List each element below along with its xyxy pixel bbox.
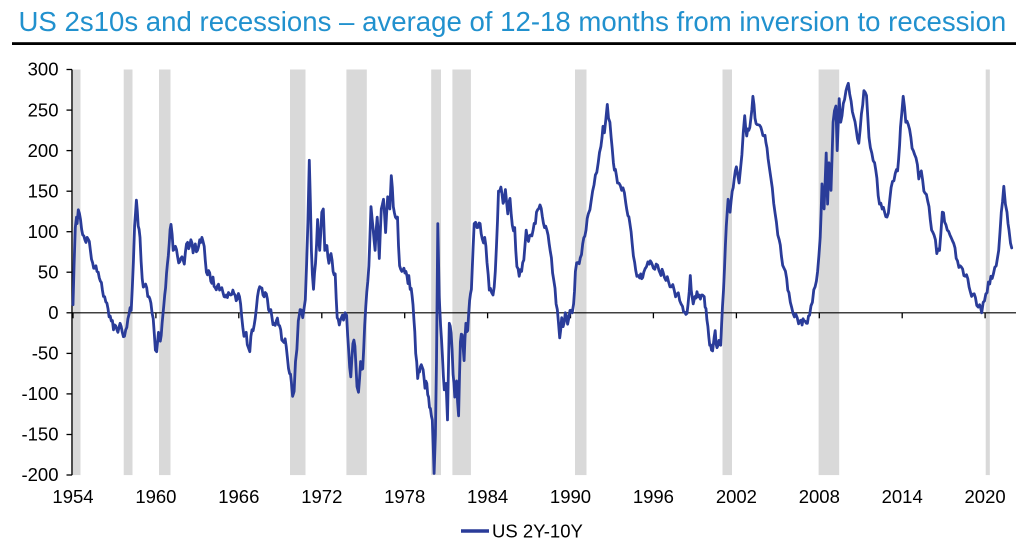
svg-text:300: 300 [28,59,59,80]
svg-text:-200: -200 [21,464,58,485]
svg-text:-150: -150 [21,424,58,445]
svg-text:150: 150 [28,180,59,201]
svg-text:1972: 1972 [301,486,342,507]
svg-text:2002: 2002 [716,486,757,507]
svg-text:250: 250 [28,99,59,120]
svg-text:-100: -100 [21,383,58,404]
svg-text:2020: 2020 [965,486,1006,507]
svg-text:1966: 1966 [218,486,259,507]
svg-text:US 2Y-10Y: US 2Y-10Y [492,521,583,542]
svg-text:-50: -50 [32,343,59,364]
svg-text:1990: 1990 [550,486,591,507]
svg-text:US 2s10s and recessions – aver: US 2s10s and recessions – average of 12-… [19,6,1007,37]
svg-text:1954: 1954 [52,486,93,507]
svg-text:50: 50 [38,261,59,282]
svg-text:100: 100 [28,221,59,242]
svg-text:1978: 1978 [384,486,425,507]
svg-text:0: 0 [48,302,58,323]
svg-text:1960: 1960 [135,486,176,507]
svg-text:2008: 2008 [799,486,840,507]
svg-text:200: 200 [28,140,59,161]
svg-text:1996: 1996 [633,486,674,507]
svg-text:1984: 1984 [467,486,508,507]
svg-text:2014: 2014 [882,486,923,507]
